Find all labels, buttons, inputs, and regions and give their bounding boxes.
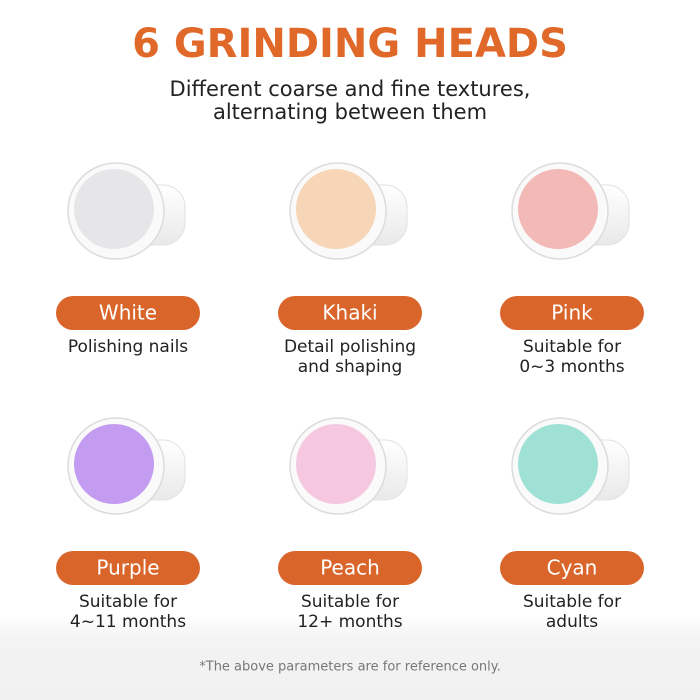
description: Detail polishing: [284, 337, 416, 357]
label-pill: [278, 551, 422, 585]
label-pill: [56, 551, 200, 585]
description: 4~11 months: [70, 612, 186, 632]
head-face: [74, 169, 154, 249]
label: Cyan: [547, 556, 598, 580]
label-pill: [56, 296, 200, 330]
head-face: [518, 169, 598, 249]
description: Polishing nails: [68, 337, 188, 357]
description: and shaping: [298, 357, 403, 377]
label-pill: [278, 296, 422, 330]
head-face: [518, 424, 598, 504]
subtitle-line: Different coarse and fine textures,: [170, 77, 531, 101]
label-pill: [500, 296, 644, 330]
head-face: [74, 424, 154, 504]
description: 12+ months: [297, 612, 402, 632]
label: Pink: [551, 301, 593, 325]
description: Suitable for: [301, 592, 399, 612]
description: Suitable for: [79, 592, 177, 612]
description: Suitable for: [523, 337, 621, 357]
subtitle-line: alternating between them: [213, 100, 487, 124]
description: adults: [546, 612, 598, 632]
label: Purple: [96, 556, 159, 580]
description: 0~3 months: [519, 357, 624, 377]
title: 6 GRINDING HEADS: [132, 21, 568, 67]
label-pill: [500, 551, 644, 585]
head-face: [296, 424, 376, 504]
description: Suitable for: [523, 592, 621, 612]
label: Peach: [320, 556, 380, 580]
footer-background: [0, 615, 700, 700]
head-face: [296, 169, 376, 249]
label: Khaki: [322, 301, 377, 325]
footnote: *The above parameters are for reference …: [199, 660, 501, 675]
label: White: [99, 301, 157, 325]
